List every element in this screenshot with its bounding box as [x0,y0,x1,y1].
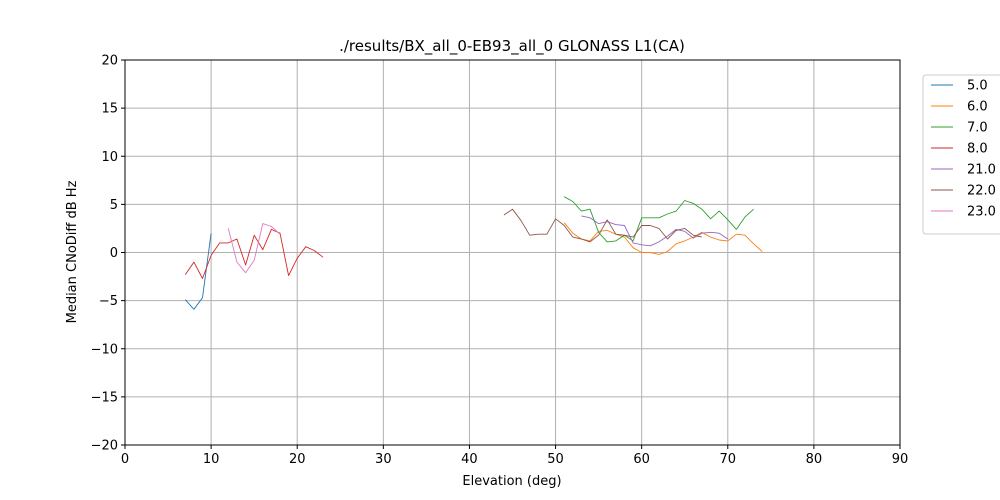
x-axis-label: Elevation (deg) [462,474,561,489]
y-tick-label: 0 [110,246,118,261]
y-axis-label: Median CNoDiff dB Hz [65,180,80,323]
legend-label: 5.0 [967,79,988,94]
series-line-23-0 [227,223,281,274]
y-tick-label: 5 [110,198,118,213]
legend: 5.0 6.0 7.0 8.0 21.0 22.0 23.0 [922,74,1000,235]
y-tick-label: −15 [91,390,118,405]
series-line-8-0 [184,228,324,279]
x-tick-label: 30 [375,452,392,467]
series-line-22-0 [503,208,702,243]
legend-frame [922,74,1000,235]
legend-label: 21.0 [967,163,996,178]
y-tick-label: −20 [91,439,118,454]
y-tick-label: 20 [101,54,118,69]
x-axis: 0 10 20 30 40 50 60 70 80 90 [121,445,908,467]
y-tick-label: −10 [91,342,118,357]
series-line-6-0 [563,222,763,255]
x-tick-label: 60 [633,452,650,467]
series-line-7-0 [563,196,754,243]
legend-label: 22.0 [967,184,996,199]
x-tick-label: 70 [720,452,737,467]
x-tick-label: 10 [203,452,220,467]
x-tick-label: 40 [461,452,478,467]
x-tick-label: 0 [121,452,129,467]
y-tick-label: −5 [99,294,118,309]
y-tick-label: 10 [101,150,118,165]
y-axis: −20 −15 −10 −5 0 5 10 15 20 [91,54,125,454]
chart-title: ./results/BX_all_0-EB93_all_0 GLONASS L1… [339,37,685,56]
legend-label: 8.0 [967,142,988,157]
legend-label: 7.0 [967,121,988,136]
x-tick-label: 50 [547,452,564,467]
x-tick-label: 90 [892,452,909,467]
legend-label: 23.0 [967,205,996,220]
series-line-5-0 [184,233,212,310]
x-tick-label: 80 [806,452,823,467]
y-tick-label: 15 [101,102,118,117]
legend-label: 6.0 [967,100,988,115]
x-tick-label: 20 [289,452,306,467]
series-layer [184,196,763,310]
